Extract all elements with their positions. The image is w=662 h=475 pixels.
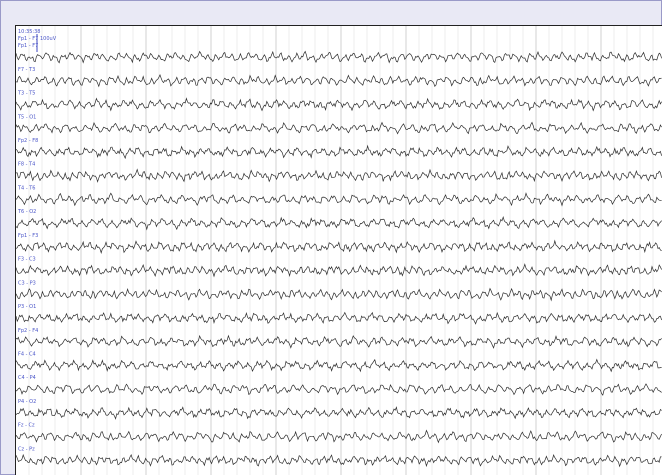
grid-lines (28, 26, 654, 475)
trace-group (16, 50, 662, 468)
channel-labels: Fp1 - F7 F7 - T3 T3 - T5 T5 - O1 Fp2 - F8 F8 … (17, 43, 38, 452)
eeg-trace (16, 216, 662, 231)
eeg-trace (16, 239, 662, 254)
eeg-trace (16, 168, 662, 183)
channel-label: T5 - O1 (17, 114, 36, 120)
eeg-trace (16, 263, 662, 278)
eeg-traces-canvas: Fp1 - F7 F7 - T3 T3 - T5 T5 - O1 Fp2 - F8 F8 … (16, 26, 662, 475)
channel-label: F8 - T4 (18, 162, 35, 168)
calibration-channel: Fp1 - F7 (18, 36, 38, 42)
channel-label: P3 - O1 (18, 304, 36, 310)
channel-label: C4 - P4 (18, 375, 36, 381)
eeg-trace (16, 429, 662, 444)
channel-label: C3 - P3 (18, 280, 36, 286)
channel-label: T3 - T5 (17, 91, 35, 97)
eeg-trace (16, 97, 662, 112)
eeg-trace (16, 453, 662, 468)
eeg-panel: Fp1 - F7 F7 - T3 T3 - T5 T5 - O1 Fp2 - F8 F8 … (15, 25, 662, 475)
channel-label: Cz - Pz (18, 446, 35, 452)
eeg-trace (16, 334, 662, 349)
eeg-trace (16, 192, 662, 207)
eeg-trace (16, 358, 662, 373)
eeg-trace (16, 74, 662, 88)
channel-label: T4 - T6 (17, 185, 35, 191)
eeg-trace (16, 287, 662, 302)
recording-time: 10:35:38 (18, 29, 40, 35)
eeg-trace (16, 383, 662, 396)
channel-label: Fz - Cz (18, 423, 35, 429)
channel-label: F7 - T3 (18, 67, 35, 73)
channel-label: Fp2 - F8 (18, 138, 38, 144)
channel-label: F3 - C3 (18, 257, 36, 263)
eeg-trace (16, 144, 662, 160)
calibration-value: 100uV (40, 36, 57, 42)
eeg-trace (16, 121, 662, 135)
eeg-trace (16, 311, 662, 325)
channel-label: Fp2 - F4 (18, 328, 38, 334)
channel-label: Fp1 - F3 (18, 233, 38, 239)
eeg-trace (16, 406, 662, 420)
eeg-trace (16, 50, 662, 64)
channel-label: T6 - O2 (17, 209, 36, 215)
calibration-marker: 10:35:38 Fp1 - F7 100uV (18, 29, 57, 52)
channel-label: Fp1 - F7 (18, 43, 38, 49)
channel-label: P4 - O2 (18, 399, 36, 405)
channel-label: F4 - C4 (18, 351, 36, 357)
